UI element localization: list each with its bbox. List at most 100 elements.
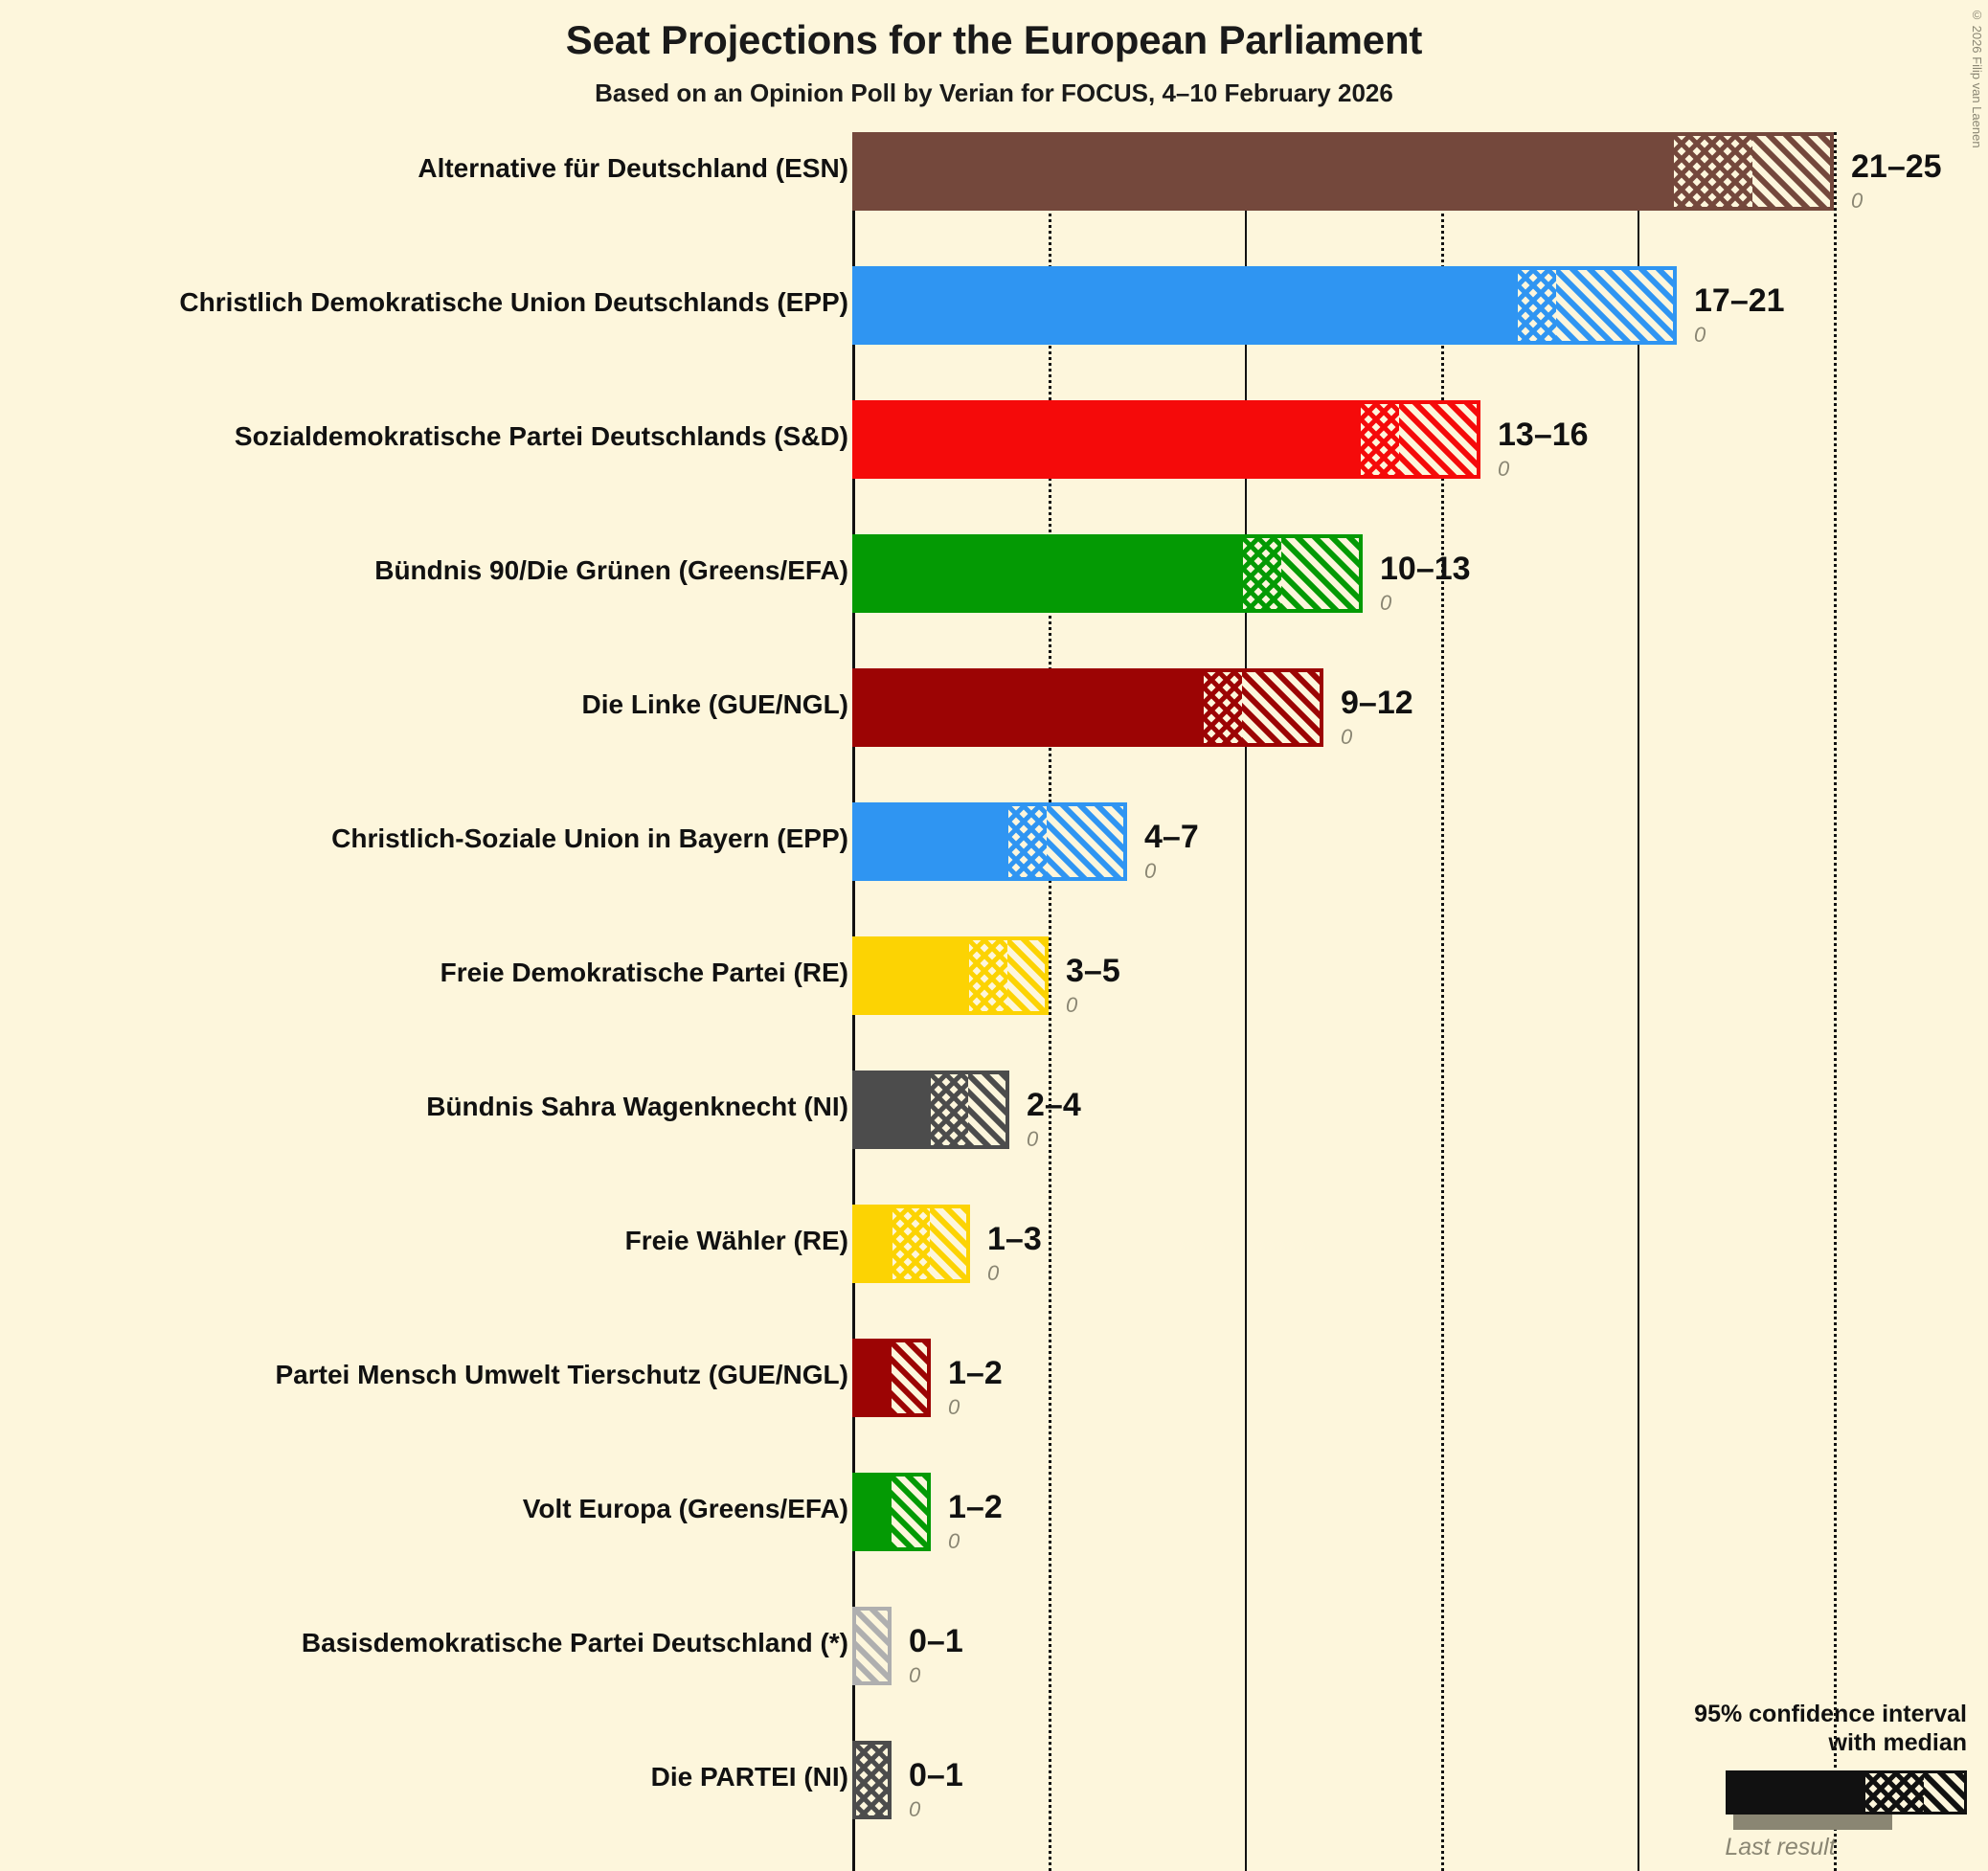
seat-range-label: 0–1	[909, 1623, 963, 1659]
confidence-interval-bar	[852, 1607, 892, 1685]
gridline-10	[1245, 132, 1247, 1871]
party-label: Sozialdemokratische Partei Deutschlands …	[234, 421, 848, 451]
legend-seg-crosshatch	[1864, 1773, 1925, 1812]
bar-row: Basisdemokratische Partei Deutschland (*…	[0, 1607, 1988, 1687]
bar-segment-solid	[856, 940, 970, 1011]
bar-segment-upper-diagonal	[856, 1611, 888, 1681]
party-label: Volt Europa (Greens/EFA)	[522, 1494, 848, 1523]
last-result-value: 0	[909, 1797, 921, 1821]
confidence-interval-bar	[852, 802, 1127, 881]
confidence-interval-bar	[852, 132, 1834, 211]
bar-row: Freie Wähler (RE) 1–3 0	[0, 1205, 1988, 1285]
legend-last-result-bar	[1733, 1815, 1892, 1830]
bar-segment-solid	[856, 672, 1204, 743]
gridline-25	[1834, 132, 1837, 1871]
last-result-value: 0	[1694, 323, 1706, 347]
bar-segment-median-crosshatch	[1360, 404, 1399, 475]
confidence-interval-bar	[852, 668, 1323, 747]
bar-segment-upper-diagonal	[1751, 136, 1830, 207]
seat-range-label: 1–3	[987, 1221, 1042, 1257]
bar-segment-solid	[856, 806, 1009, 877]
bar-segment-upper-diagonal	[892, 1477, 927, 1547]
bar-segment-solid	[856, 1074, 931, 1145]
bar-row: Volt Europa (Greens/EFA) 1–2 0	[0, 1473, 1988, 1553]
last-result-value: 0	[1851, 189, 1864, 213]
gridline-5	[1049, 132, 1051, 1871]
confidence-interval-bar	[852, 1473, 931, 1551]
legend-last-result-label: Last result	[1725, 1834, 1836, 1860]
bar-segment-median-crosshatch	[1008, 806, 1048, 877]
bar-segment-median-crosshatch	[1204, 672, 1243, 743]
legend-sample-bar	[1726, 1770, 1967, 1815]
bar-segment-solid	[856, 538, 1243, 609]
bar-segment-upper-diagonal	[1006, 940, 1045, 1011]
gridline-15	[1441, 132, 1444, 1871]
bar-row: Bündnis Sahra Wagenknecht (NI) 2–4 0	[0, 1071, 1988, 1151]
last-result-value: 0	[948, 1529, 960, 1553]
bar-segment-solid	[856, 1477, 892, 1547]
bar-row: Alternative für Deutschland (ESN) 21–25 0	[0, 132, 1988, 213]
legend-line-1: 95% confidence interval	[1694, 1701, 1967, 1727]
last-result-value: 0	[1144, 859, 1157, 883]
confidence-interval-bar	[852, 936, 1049, 1015]
confidence-interval-bar	[852, 1071, 1009, 1149]
legend-seg-solid	[1728, 1773, 1865, 1812]
bar-row: Christlich Demokratische Union Deutschla…	[0, 266, 1988, 347]
bar-segment-upper-diagonal	[1047, 806, 1123, 877]
seat-range-label: 13–16	[1498, 417, 1589, 453]
bar-segment-median-crosshatch	[1242, 538, 1282, 609]
bar-segment-upper-diagonal	[968, 1074, 1005, 1145]
party-label: Freie Demokratische Partei (RE)	[440, 958, 848, 987]
last-result-value: 0	[1066, 993, 1078, 1017]
party-label: Christlich-Soziale Union in Bayern (EPP)	[331, 823, 848, 853]
party-label: Freie Wähler (RE)	[624, 1226, 848, 1255]
confidence-interval-bar	[852, 266, 1677, 345]
bar-segment-solid	[856, 136, 1675, 207]
bar-row: Freie Demokratische Partei (RE) 3–5 0	[0, 936, 1988, 1017]
seat-range-label: 0–1	[909, 1757, 963, 1793]
confidence-interval-bar	[852, 400, 1480, 479]
seat-range-label: 21–25	[1851, 148, 1942, 185]
bar-segment-solid	[856, 404, 1361, 475]
party-label: Bündnis 90/Die Grünen (Greens/EFA)	[374, 555, 848, 585]
party-label: Christlich Demokratische Union Deutschla…	[179, 287, 848, 317]
legend-seg-diagonal	[1924, 1773, 1964, 1812]
last-result-value: 0	[909, 1663, 921, 1687]
bar-row: Die Linke (GUE/NGL) 9–12 0	[0, 668, 1988, 749]
page-subtitle: Based on an Opinion Poll by Verian for F…	[595, 79, 1393, 107]
party-label: Alternative für Deutschland (ESN)	[418, 153, 848, 183]
seat-range-label: 17–21	[1694, 282, 1785, 319]
seat-range-label: 2–4	[1027, 1087, 1081, 1123]
bar-segment-upper-diagonal	[1399, 404, 1477, 475]
legend-line-2: with median	[1828, 1728, 1967, 1756]
seat-range-label: 1–2	[948, 1489, 1003, 1525]
bar-segment-median-crosshatch	[931, 1074, 968, 1145]
bar-row: Bündnis 90/Die Grünen (Greens/EFA) 10–13 0	[0, 534, 1988, 615]
bar-segment-upper-diagonal	[892, 1342, 927, 1413]
seat-range-label: 9–12	[1341, 685, 1413, 721]
seat-range-label: 4–7	[1144, 819, 1199, 855]
bar-segment-median-crosshatch	[1517, 270, 1557, 341]
last-result-value: 0	[948, 1395, 960, 1419]
confidence-interval-bar	[852, 1339, 931, 1417]
bar-row: Christlich-Soziale Union in Bayern (EPP)…	[0, 802, 1988, 883]
bar-segment-median-crosshatch	[856, 1745, 888, 1815]
gridline-20	[1638, 132, 1639, 1871]
bar-row: Partei Mensch Umwelt Tierschutz (GUE/NGL…	[0, 1339, 1988, 1419]
party-label: Die PARTEI (NI)	[650, 1762, 848, 1792]
last-result-value: 0	[1498, 457, 1510, 481]
bar-segment-upper-diagonal	[1242, 672, 1320, 743]
copyright-notice: © 2026 Filip van Laenen	[1970, 8, 1984, 148]
party-label: Bündnis Sahra Wagenknecht (NI)	[426, 1092, 848, 1121]
bar-segment-median-crosshatch	[892, 1208, 930, 1279]
bar-segment-median-crosshatch	[1674, 136, 1752, 207]
seat-range-label: 3–5	[1066, 953, 1120, 989]
bar-row: Die PARTEI (NI) 0–1 0	[0, 1741, 1988, 1821]
last-result-value: 0	[1380, 591, 1392, 615]
party-label: Partei Mensch Umwelt Tierschutz (GUE/NGL…	[275, 1360, 849, 1389]
last-result-value: 0	[1027, 1127, 1039, 1151]
bar-row: Sozialdemokratische Partei Deutschlands …	[0, 400, 1988, 481]
confidence-interval-bar	[852, 534, 1363, 613]
bar-segment-solid	[856, 270, 1518, 341]
